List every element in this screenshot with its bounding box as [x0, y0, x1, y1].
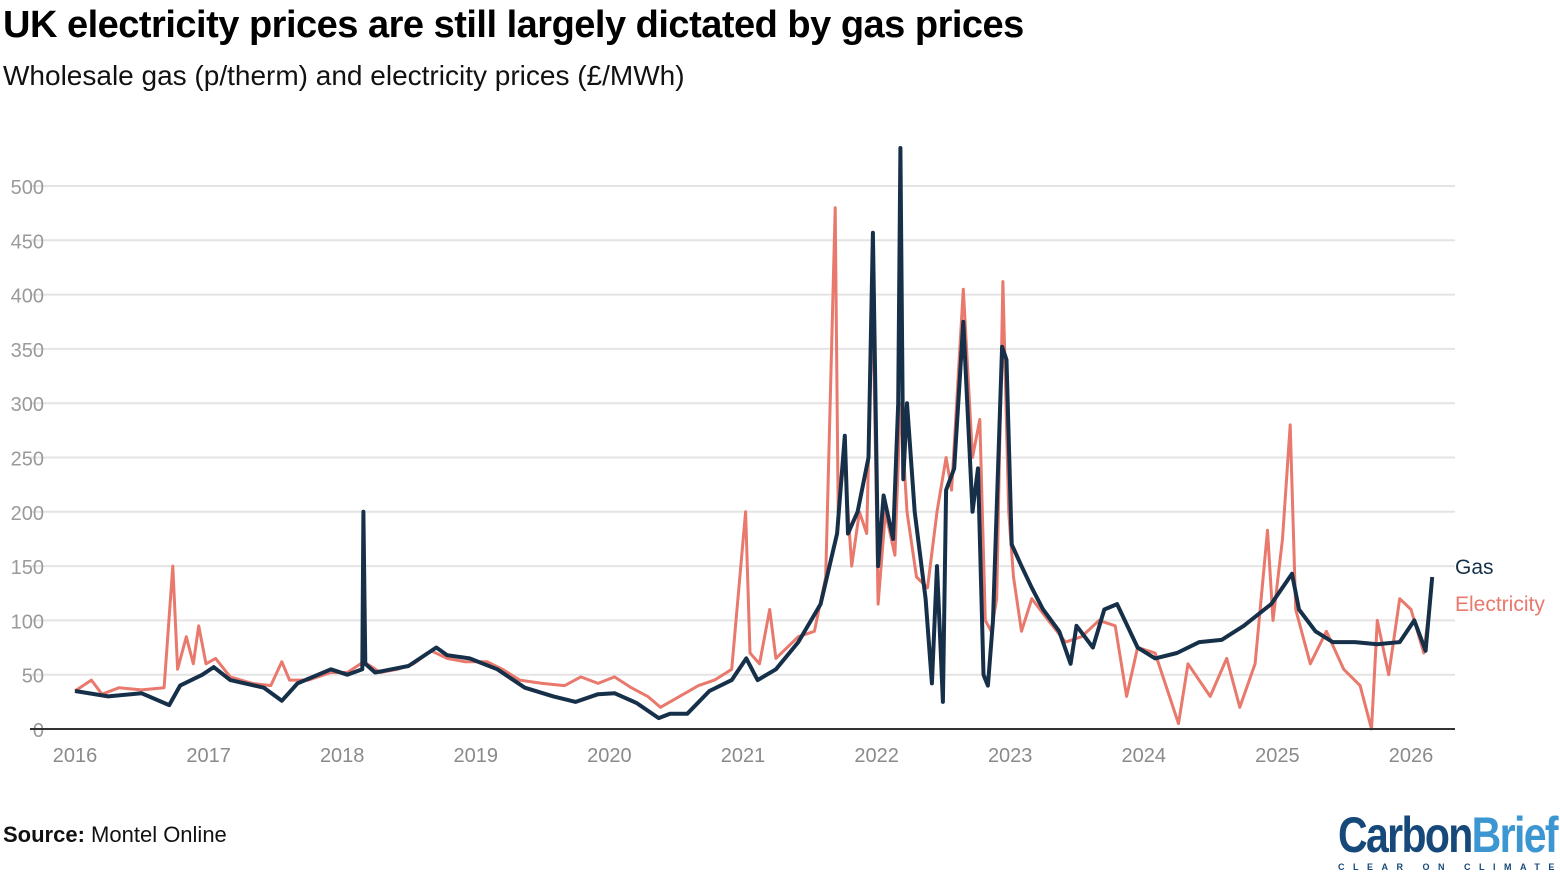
x-tick-label: 2017 [186, 745, 231, 767]
x-tick-label: 2022 [854, 745, 899, 767]
x-tick-label: 2018 [320, 745, 365, 767]
series-label-gas: Gas [1455, 556, 1494, 579]
y-tick-label: 250 [11, 449, 44, 471]
x-tick-label: 2026 [1389, 745, 1434, 767]
carbonbrief-logo: CarbonBrief CLEAR ON CLIMATE [1338, 810, 1560, 872]
chart-title: UK electricity prices are still largely … [3, 4, 1024, 46]
y-tick-label: 150 [11, 557, 44, 579]
y-tick-label: 500 [11, 177, 44, 199]
source-note: Source: Montel Online [3, 822, 227, 848]
x-tick-label: 2020 [587, 745, 632, 767]
series-line-gas [74, 146, 1435, 721]
series-line-electricity [74, 206, 1433, 731]
x-tick-label: 2021 [721, 745, 766, 767]
y-tick-label: 350 [11, 340, 44, 362]
x-tick-label: 2024 [1122, 745, 1167, 767]
source-label: Source: [3, 822, 85, 847]
logo-word2: Brief [1471, 807, 1559, 863]
y-tick-label: 200 [11, 503, 44, 525]
x-tick-label: 2025 [1255, 745, 1300, 767]
y-tick-label: 50 [22, 666, 44, 688]
x-tick-label: 2016 [53, 745, 98, 767]
x-tick-label: 2019 [454, 745, 499, 767]
chart-subtitle: Wholesale gas (p/therm) and electricity … [3, 60, 685, 91]
y-tick-label: 0 [33, 720, 44, 742]
y-tick-label: 400 [11, 286, 44, 308]
line-chart: 0 50 100 150 200 250 300 350 400 450 500 2016 2017 20… [11, 146, 1545, 767]
y-tick-label: 300 [11, 394, 44, 416]
logo-tagline: CLEAR ON CLIMATE [1338, 862, 1560, 872]
y-tick-label: 450 [11, 231, 44, 253]
logo-word1: Carbon [1338, 807, 1473, 863]
series-label-electricity: Electricity [1455, 593, 1545, 616]
x-tick-label: 2023 [988, 745, 1033, 767]
source-text: Montel Online [91, 822, 227, 847]
y-tick-label: 100 [11, 611, 44, 633]
